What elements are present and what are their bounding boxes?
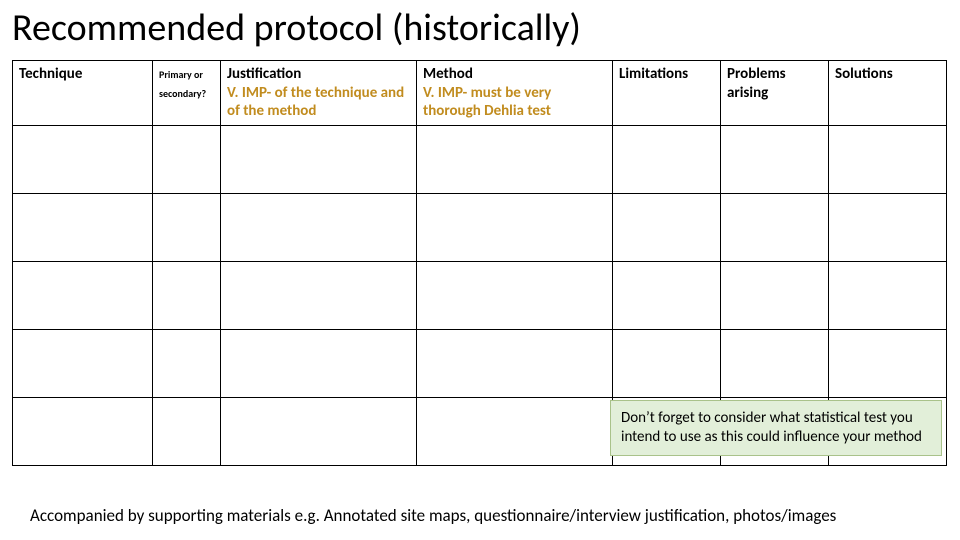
col-label: Method — [423, 65, 473, 83]
col-label: Limitations — [619, 65, 688, 83]
col-label: Primary or secondary? — [159, 68, 206, 100]
callout-text: Don’t forget to consider what statistica… — [621, 409, 922, 446]
table-header-row: Technique Primary or secondary? Justific… — [13, 60, 947, 125]
page-title: Recommended protocol (historically) — [12, 8, 948, 50]
table-row — [13, 262, 947, 330]
col-label: Justification — [227, 65, 301, 83]
col-limitations: Limitations — [613, 60, 721, 125]
col-primary-secondary: Primary or secondary? — [153, 60, 221, 125]
table-row — [13, 194, 947, 262]
col-technique: Technique — [13, 60, 153, 125]
col-label: Solutions — [835, 65, 893, 83]
callout-box: Don’t forget to consider what statistica… — [610, 400, 942, 456]
col-method: Method V. IMP- must be very thorough Deh… — [417, 60, 613, 125]
slide: Recommended protocol (historically) Tech… — [0, 0, 960, 540]
footnote-text: Accompanied by supporting materials e.g.… — [30, 505, 836, 526]
col-label: Technique — [19, 65, 82, 83]
col-note: V. IMP- must be very thorough Dehlia tes… — [423, 84, 551, 121]
col-note: V. IMP- of the technique and of the meth… — [227, 84, 404, 121]
col-problems: Problems arising — [721, 60, 829, 125]
col-justification: Justification V. IMP- of the technique a… — [221, 60, 417, 125]
col-label: Problems arising — [727, 65, 786, 102]
table-row — [13, 126, 947, 194]
col-solutions: Solutions — [829, 60, 947, 125]
table-row — [13, 330, 947, 398]
